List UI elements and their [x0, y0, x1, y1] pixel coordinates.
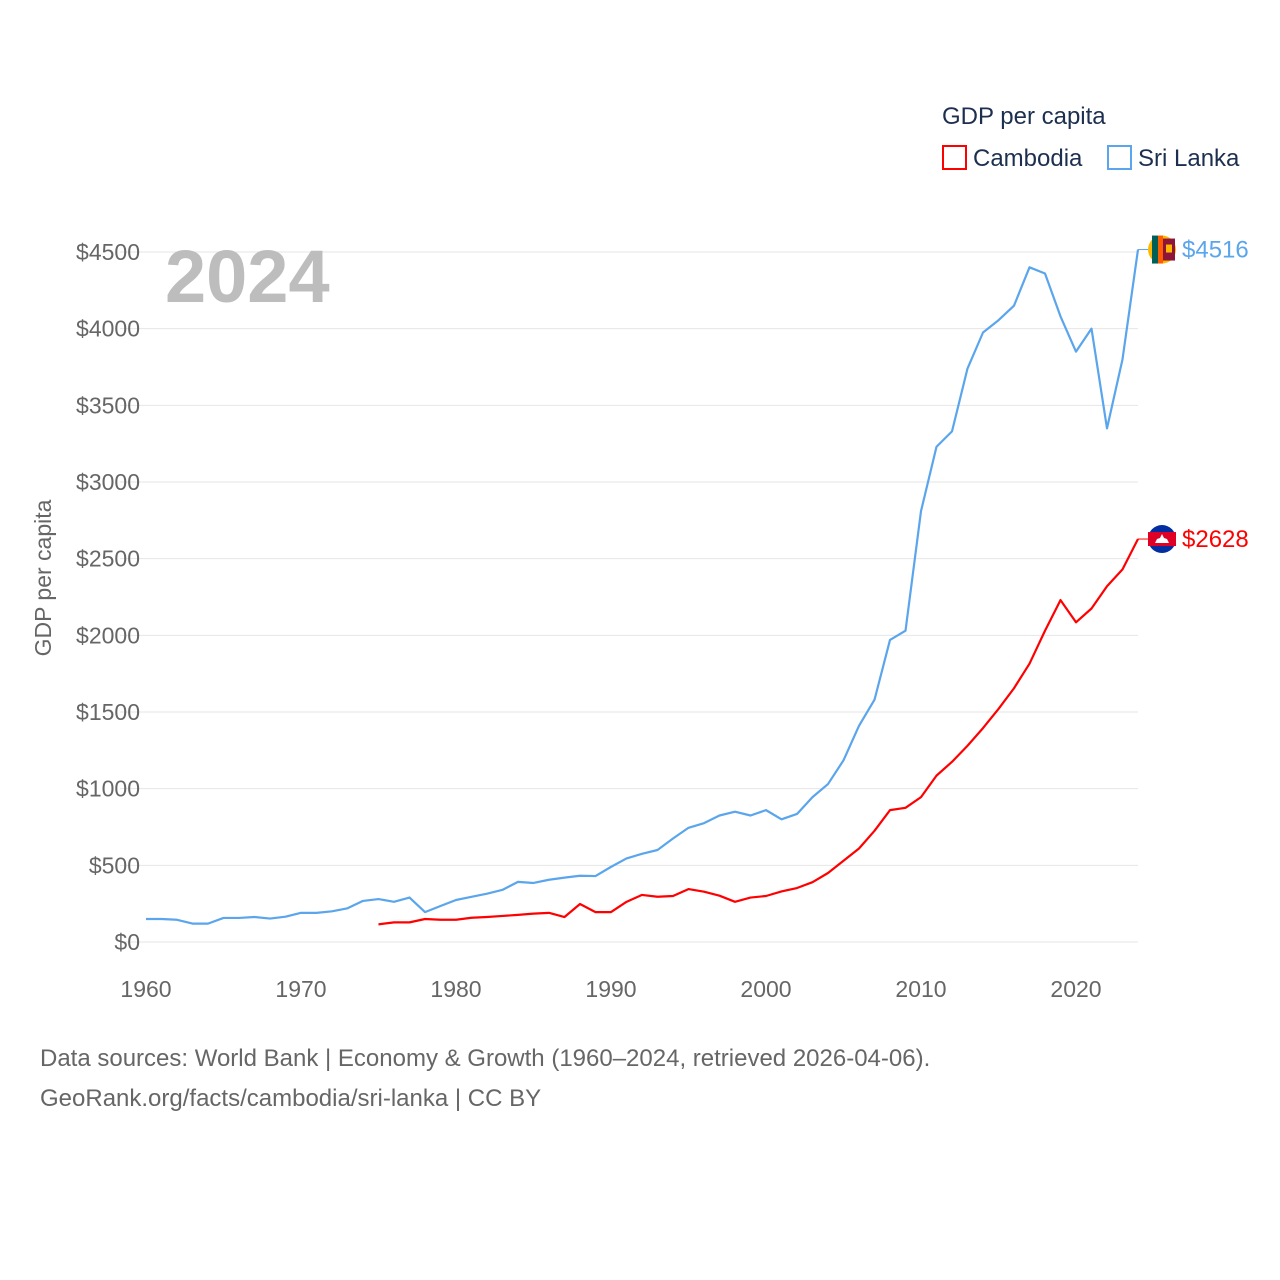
- legend-swatch-sri-lanka[interactable]: [1107, 145, 1132, 170]
- x-tick-label: 1980: [430, 976, 481, 1002]
- x-tick-label: 2000: [740, 976, 791, 1002]
- y-tick-label: $0: [114, 929, 140, 955]
- y-tick-label: $3000: [76, 469, 140, 495]
- x-tick-label: 1970: [275, 976, 326, 1002]
- y-tick-label: $1500: [76, 699, 140, 725]
- series-line-cambodia[interactable]: [378, 538, 1139, 926]
- end-value-label: $4516: [1182, 237, 1249, 264]
- footer-sources: Data sources: World Bank | Economy & Gro…: [40, 1045, 931, 1072]
- y-axis-ticks: $0 $500 $1000 $1500 $2000 $2500 $3000 $3500 $400…: [76, 239, 140, 955]
- y-tick-label: $2000: [76, 622, 140, 648]
- legend-title: GDP per capita: [942, 103, 1106, 130]
- gridlines: [120, 251, 1138, 943]
- y-tick-label: $500: [89, 852, 140, 878]
- x-axis-ticks: 1960 1970 1980 1990 2000 2010 2020: [120, 976, 1101, 1002]
- legend-swatch-cambodia[interactable]: [942, 145, 967, 170]
- y-tick-label: $1000: [76, 776, 140, 802]
- legend: GDP per capita Cambodia Sri Lanka: [942, 103, 1240, 172]
- year-watermark: 2024: [165, 235, 330, 318]
- y-tick-label: $4000: [76, 316, 140, 342]
- x-tick-label: 2020: [1050, 976, 1101, 1002]
- x-tick-label: 1960: [120, 976, 171, 1002]
- y-axis-label: GDP per capita: [30, 499, 56, 656]
- series-end-labels: $2628 $4516: [1138, 235, 1249, 554]
- legend-label-sri-lanka[interactable]: Sri Lanka: [1138, 145, 1240, 172]
- sri-lanka-flag-icon: [1148, 235, 1176, 264]
- y-tick-label: $3500: [76, 392, 140, 418]
- x-tick-label: 1990: [585, 976, 636, 1002]
- cambodia-flag-icon: [1148, 525, 1176, 554]
- series-line-sri-lanka[interactable]: [146, 249, 1140, 925]
- series-lines: [146, 249, 1140, 926]
- y-tick-label: $2500: [76, 546, 140, 572]
- y-tick-label: $4500: [76, 239, 140, 265]
- legend-label-cambodia[interactable]: Cambodia: [973, 145, 1083, 172]
- x-tick-label: 2010: [895, 976, 946, 1002]
- footer-link[interactable]: GeoRank.org/facts/cambodia/sri-lanka | C…: [40, 1085, 542, 1112]
- end-value-label: $2628: [1182, 526, 1249, 553]
